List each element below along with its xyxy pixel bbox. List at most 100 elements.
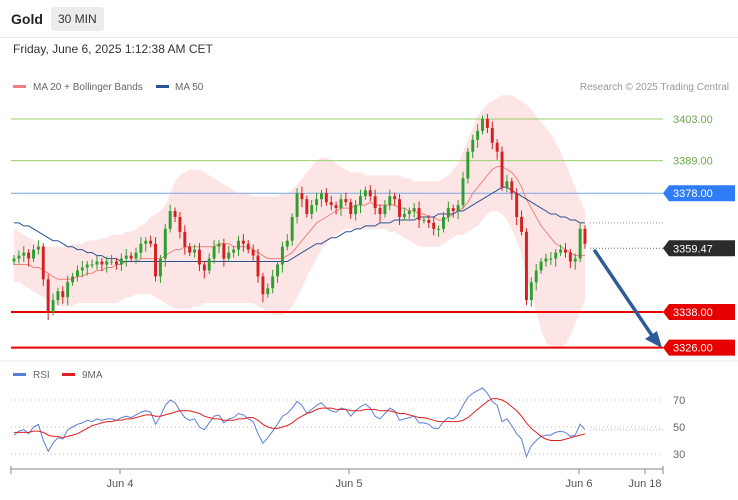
x-tick-label-3: Jun 18 bbox=[628, 478, 661, 490]
candle-body-84 bbox=[422, 219, 426, 221]
bollinger-band-area bbox=[14, 95, 585, 348]
candle-body-29 bbox=[154, 243, 157, 277]
candle-body-71 bbox=[359, 196, 362, 206]
candle-body-33 bbox=[173, 211, 177, 217]
candle-body-56 bbox=[285, 240, 289, 247]
current-price-label: 3359.47 bbox=[673, 243, 713, 255]
candle-body-93 bbox=[466, 151, 470, 179]
candle-body-26 bbox=[139, 243, 143, 253]
price-levels: 3403.00 3389.00 3378.00 3338.00 3326.00 3359.… bbox=[11, 114, 735, 356]
instrument-title: Gold bbox=[11, 11, 43, 27]
candle-body-20 bbox=[110, 261, 114, 263]
candle-body-108 bbox=[539, 261, 543, 271]
candle-body-41 bbox=[212, 246, 216, 259]
candle-body-114 bbox=[568, 252, 572, 262]
candle-body-43 bbox=[222, 243, 226, 259]
rsi-tick-30: 30 bbox=[673, 449, 685, 461]
candle-body-7 bbox=[46, 279, 50, 312]
candle-body-42 bbox=[217, 243, 221, 247]
candle-body-3 bbox=[27, 252, 31, 259]
candle-body-115 bbox=[573, 258, 577, 262]
candle-body-86 bbox=[432, 222, 436, 229]
candle-body-81 bbox=[407, 211, 411, 215]
candle-body-70 bbox=[354, 205, 358, 215]
candle-body-61 bbox=[310, 205, 314, 215]
candle-body-6 bbox=[41, 246, 45, 280]
candle-body-116 bbox=[578, 228, 582, 259]
candle-body-92 bbox=[461, 178, 465, 206]
bollinger-bands bbox=[14, 95, 585, 348]
candle-body-109 bbox=[544, 258, 548, 262]
level-tag-3378.00 bbox=[663, 185, 735, 202]
candle-body-54 bbox=[276, 264, 280, 277]
candle-body-16 bbox=[90, 264, 94, 266]
x-tick-label-1: Jun 5 bbox=[336, 478, 363, 490]
candle-body-9 bbox=[56, 291, 60, 301]
timeframe-button[interactable]: 30 MIN bbox=[51, 7, 104, 31]
ma50-legend-swatch bbox=[156, 85, 169, 88]
candle-body-46 bbox=[237, 240, 240, 250]
level-label-3326.00: 3326.00 bbox=[673, 343, 713, 355]
candle-body-78 bbox=[393, 196, 397, 200]
candle-body-91 bbox=[456, 205, 460, 212]
candle-body-10 bbox=[61, 291, 65, 298]
candle-body-94 bbox=[471, 139, 475, 152]
candle-body-11 bbox=[66, 282, 70, 298]
candle-body-60 bbox=[305, 199, 309, 215]
candle-body-73 bbox=[368, 190, 372, 197]
candle-body-62 bbox=[315, 199, 319, 206]
chart-header: Gold 30 MIN bbox=[0, 0, 738, 38]
rsi-lines bbox=[13, 387, 586, 459]
candle-body-55 bbox=[280, 246, 284, 265]
candle-body-79 bbox=[398, 199, 402, 217]
candle-body-22 bbox=[119, 258, 123, 265]
candle-body-27 bbox=[144, 240, 148, 244]
candle-body-106 bbox=[529, 282, 533, 301]
candle-body-117 bbox=[583, 228, 587, 244]
rsi-tick-50: 50 bbox=[673, 422, 685, 434]
rsi-ma-line bbox=[14, 398, 586, 441]
candle-body-76 bbox=[383, 205, 387, 215]
candle-body-102 bbox=[510, 181, 514, 194]
candle-body-57 bbox=[290, 216, 294, 241]
candle-body-12 bbox=[71, 276, 75, 283]
research-credit: Research © 2025 Trading Central bbox=[580, 82, 729, 93]
current-price-tag bbox=[663, 240, 735, 257]
candle-body-98 bbox=[490, 127, 494, 143]
candle-body-24 bbox=[129, 255, 133, 259]
candle-body-77 bbox=[388, 196, 392, 206]
candle-body-82 bbox=[412, 208, 416, 212]
candle-body-90 bbox=[451, 208, 455, 212]
candle-body-8 bbox=[51, 300, 55, 312]
candle-body-51 bbox=[261, 276, 265, 295]
candle-body-72 bbox=[363, 190, 367, 197]
candle-body-39 bbox=[202, 264, 206, 271]
x-axis: Jun 4 Jun 5 Jun 6 Jun 18 bbox=[10, 466, 664, 490]
rsi-legend-label: RSI bbox=[33, 370, 50, 381]
candle-body-112 bbox=[559, 249, 563, 253]
candle-body-97 bbox=[485, 119, 489, 128]
candle-body-88 bbox=[442, 216, 445, 229]
candle-body-63 bbox=[319, 193, 323, 200]
candle-body-31 bbox=[163, 228, 167, 259]
candle-body-1 bbox=[17, 255, 21, 259]
candle-body-40 bbox=[207, 258, 211, 271]
candle-body-38 bbox=[197, 249, 201, 265]
candle-body-23 bbox=[124, 255, 128, 259]
candle-body-83 bbox=[417, 208, 421, 220]
candle-body-104 bbox=[520, 216, 524, 232]
x-tick-label-2: Jun 6 bbox=[566, 478, 593, 490]
x-tick-label-0: Jun 4 bbox=[107, 478, 134, 490]
candle-body-105 bbox=[524, 231, 528, 301]
candle-body-50 bbox=[256, 255, 260, 277]
level-tag-3326.00 bbox=[663, 339, 735, 356]
candle-body-32 bbox=[168, 211, 172, 229]
candlesticks bbox=[12, 113, 587, 321]
candle-body-44 bbox=[227, 252, 231, 259]
level-label-3389.00: 3389.00 bbox=[673, 156, 713, 168]
candle-body-65 bbox=[329, 202, 333, 206]
candle-body-37 bbox=[193, 249, 197, 253]
candle-body-69 bbox=[349, 202, 353, 215]
candle-body-34 bbox=[178, 216, 182, 232]
moving-averages bbox=[14, 166, 585, 280]
